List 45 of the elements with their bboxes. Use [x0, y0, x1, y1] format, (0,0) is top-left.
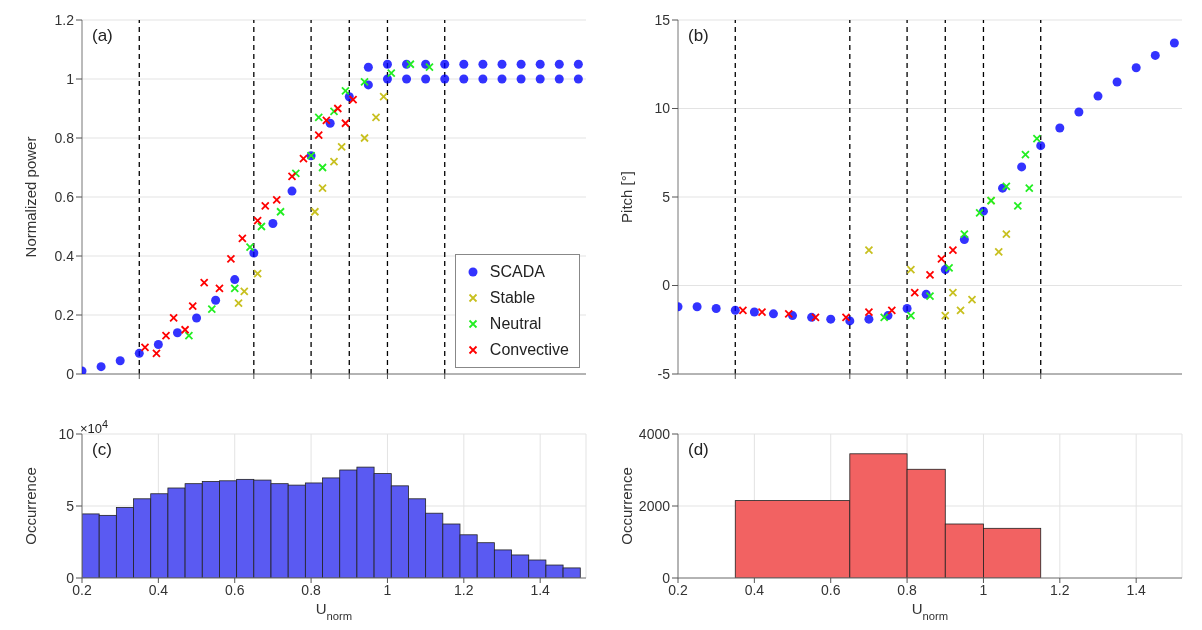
y-tick-label: -5 [657, 365, 671, 382]
y-tick-label: 5 [66, 497, 75, 514]
y-tick-label: 0.6 [54, 188, 75, 205]
annotation: (c) [92, 440, 112, 460]
x-tick-label: 0.4 [148, 581, 169, 598]
x-tick-label: 1.4 [530, 581, 551, 598]
x-tick-label: 0.6 [224, 581, 245, 598]
x-tick-label: 1 [383, 581, 392, 598]
y-tick-label: 0 [66, 569, 75, 586]
y-tick-label: 0.8 [54, 129, 75, 146]
x-axis-title: U$_{norm}$ [911, 600, 949, 622]
x-tick-label: 0.6 [820, 581, 841, 598]
annotation: (d) [688, 440, 709, 460]
annotation: ×10$^{4}$ [80, 418, 109, 437]
y-tick-label: 15 [654, 11, 671, 28]
y-tick-label: 0 [66, 365, 75, 382]
y-tick-label: 0.2 [54, 306, 75, 323]
legend-label: Convective [489, 340, 569, 360]
x-tick-label: 1.4 [1126, 581, 1147, 598]
y-axis-title: Pitch [°] [618, 171, 635, 223]
y-tick-label: 1 [66, 70, 75, 87]
legend-label: Stable [489, 288, 536, 308]
x-tick-label: 1.2 [1050, 581, 1070, 598]
x-tick-label: 1.2 [454, 581, 474, 598]
x-axis-title: U$_{norm}$ [315, 600, 353, 622]
x-tick-label: 1 [979, 581, 988, 598]
annotation: (a) [92, 26, 113, 46]
x-tick-label: 0.4 [744, 581, 765, 598]
x-tick-label: 0.8 [301, 581, 322, 598]
annotation: (b) [688, 26, 709, 46]
y-tick-label: 0 [662, 277, 671, 294]
y-axis-title: Occurrence [22, 467, 39, 545]
y-tick-label: 10 [58, 425, 75, 442]
y-tick-label: 2000 [638, 497, 671, 514]
y-tick-label: 0 [662, 569, 671, 586]
legend-label: Neutral [489, 314, 542, 334]
y-axis-title: Occurrence [618, 467, 635, 545]
x-tick-label: 0.8 [897, 581, 918, 598]
y-tick-label: 1.2 [54, 11, 75, 28]
y-tick-label: 0.4 [54, 247, 75, 264]
y-tick-label: 10 [654, 100, 671, 117]
y-tick-label: 5 [662, 188, 671, 205]
legend-label: SCADA [489, 262, 545, 282]
y-axis-title: Normalized power [22, 136, 39, 258]
y-tick-label: 4000 [638, 425, 671, 442]
